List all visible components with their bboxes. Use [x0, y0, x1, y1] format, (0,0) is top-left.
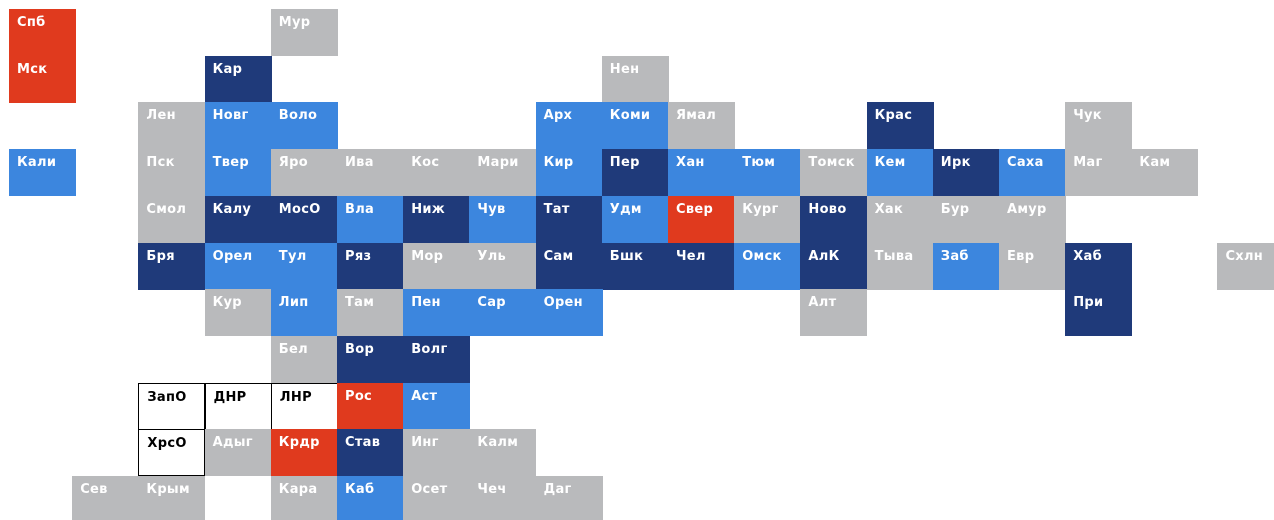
region-tile: Удм: [601, 195, 669, 243]
region-tile: Тат: [535, 195, 603, 243]
region-tile: Хан: [668, 149, 735, 197]
region-tile: Там: [337, 289, 404, 337]
region-tile: Алт: [800, 289, 868, 337]
region-tile: Калу: [204, 195, 272, 243]
region-tile: Спб: [9, 9, 76, 56]
region-tile: МосО: [270, 195, 338, 243]
region-tile: Инг: [403, 429, 471, 477]
region-tile: Нен: [601, 55, 669, 103]
region-tile: Ямал: [668, 102, 735, 150]
region-tile: Кос: [403, 149, 471, 197]
region-tile: Чеч: [469, 476, 537, 520]
region-tile: Тюм: [734, 149, 802, 197]
region-tile: Схлн: [1217, 242, 1274, 290]
region-tile: Орен: [535, 289, 603, 337]
region-tile: Калм: [469, 429, 537, 477]
region-tile: Саха: [999, 149, 1066, 197]
region-tile: Сар: [469, 289, 537, 337]
region-tile: Хак: [866, 195, 934, 243]
region-tile: Лен: [138, 102, 206, 150]
region-tile: Крым: [138, 476, 206, 520]
region-tile: ЛНР: [270, 382, 338, 430]
region-tile: Ива: [337, 149, 404, 197]
region-tile: Осет: [403, 476, 471, 520]
region-tile: Омск: [734, 242, 802, 290]
region-tile: Пен: [403, 289, 471, 337]
region-tile: Тыва: [866, 242, 934, 290]
region-tile: Орел: [204, 242, 272, 290]
region-tile: Бел: [270, 335, 338, 383]
region-tile: Мари: [469, 149, 537, 197]
region-tile: Уль: [469, 242, 537, 290]
region-tile: АлК: [800, 242, 868, 290]
region-tile: Бря: [138, 242, 206, 290]
region-tile: Адыг: [204, 429, 272, 477]
region-tile: Мор: [403, 242, 471, 290]
region-tile: Ниж: [403, 195, 471, 243]
region-tile: Лип: [270, 289, 338, 337]
region-tile: Кем: [866, 149, 934, 197]
region-tile: Заб: [932, 242, 1000, 290]
region-tile: Кург: [734, 195, 802, 243]
region-tile: Рос: [337, 382, 404, 430]
region-tile: При: [1065, 289, 1133, 337]
region-tile: Чук: [1065, 102, 1133, 150]
region-tile: Чув: [469, 195, 537, 243]
region-tile: Волг: [403, 335, 471, 383]
region-tile: Крдр: [270, 429, 338, 477]
region-tile: Бшк: [601, 242, 669, 290]
region-tile: Кали: [9, 149, 76, 197]
region-tile: Став: [337, 429, 404, 477]
region-tile: Вор: [337, 335, 404, 383]
region-tile: Мск: [9, 55, 76, 103]
region-tile: Каб: [337, 476, 404, 520]
region-tile: Пск: [138, 149, 206, 197]
region-tile: Кара: [270, 476, 338, 520]
region-tile: Сев: [72, 476, 140, 520]
region-tile: Арх: [535, 102, 603, 150]
region-tile: Даг: [535, 476, 603, 520]
region-tile: Маг: [1065, 149, 1133, 197]
region-tile: Томск: [800, 149, 868, 197]
region-tile: Кар: [204, 55, 272, 103]
region-tile: Чел: [668, 242, 735, 290]
region-tile: Кур: [204, 289, 272, 337]
region-tile: ХрсО: [138, 429, 206, 477]
region-tile: Свер: [668, 195, 735, 243]
region-tile: Ново: [800, 195, 868, 243]
region-tile: Бур: [932, 195, 1000, 243]
region-tile: Крас: [866, 102, 934, 150]
region-tile: Амур: [999, 195, 1066, 243]
region-tile: Новг: [204, 102, 272, 150]
region-tile: Яро: [270, 149, 338, 197]
region-tile: Тул: [270, 242, 338, 290]
region-tile: Сам: [535, 242, 603, 290]
region-tile: Твер: [204, 149, 272, 197]
region-tile: Кир: [535, 149, 603, 197]
region-tile: Вла: [337, 195, 404, 243]
region-tile: Коми: [601, 102, 669, 150]
region-tile: Евр: [999, 242, 1066, 290]
region-tile: Кам: [1131, 149, 1199, 197]
region-tile: Пер: [601, 149, 669, 197]
region-tile: Мур: [270, 9, 338, 56]
region-tile: ДНР: [204, 382, 272, 430]
region-tile: Ряз: [337, 242, 404, 290]
region-tile: Ирк: [932, 149, 1000, 197]
region-tile: Аст: [403, 382, 471, 430]
region-tile: Хаб: [1065, 242, 1133, 290]
region-tile: Воло: [270, 102, 338, 150]
region-tile: Смол: [138, 195, 206, 243]
region-tile: ЗапО: [138, 382, 206, 430]
